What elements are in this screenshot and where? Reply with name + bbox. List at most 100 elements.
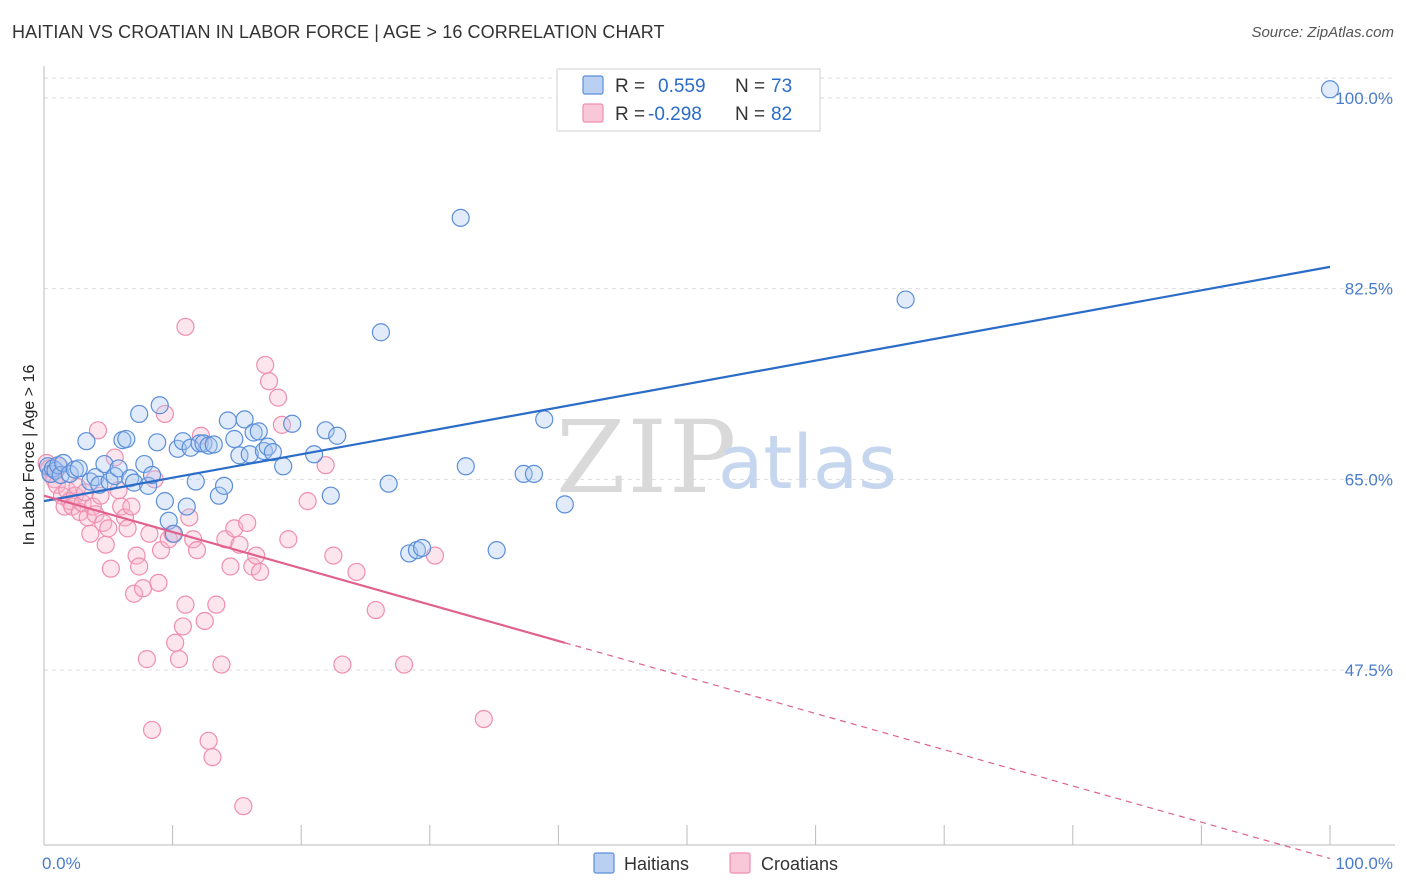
bottom-legend: Haitians Croatians — [593, 852, 838, 874]
croatians-point — [176, 595, 195, 614]
y-tick-label: 65.0% — [1345, 470, 1393, 489]
legend-croatians-n-label: N = — [735, 104, 765, 125]
croatians-point — [256, 355, 275, 375]
haitians-point — [77, 432, 96, 451]
croatians-point — [173, 617, 192, 636]
grid — [44, 77, 1395, 671]
croatians-point — [316, 456, 335, 475]
legend-croatians-swatch — [582, 103, 604, 123]
y-tick-label: 82.5% — [1345, 280, 1393, 299]
croatians-point — [207, 595, 226, 614]
x-tick-label: 100.0% — [1335, 854, 1393, 873]
croatians-trend-line — [43, 494, 566, 644]
haitians-point — [249, 422, 268, 441]
haitians-point — [214, 476, 234, 495]
haitians-point — [328, 426, 347, 445]
haitians-point — [117, 429, 136, 449]
legend-haitians-swatch — [582, 75, 604, 95]
legend-croatians-n-value: 82 — [771, 104, 792, 125]
croatians-point — [187, 541, 207, 560]
y-tick-labels: 47.5% 65.0% 82.5% 100.0% — [1335, 89, 1393, 680]
haitians-point — [487, 541, 506, 560]
haitians-point — [304, 445, 324, 464]
croatians-point — [105, 448, 124, 467]
legend-haitians-n-value: 73 — [771, 76, 792, 97]
bottom-legend-haitians-label: Haitians — [624, 854, 689, 874]
haitians-point — [142, 465, 162, 485]
y-tick-label: 47.5% — [1345, 661, 1393, 680]
haitians-point — [109, 459, 128, 478]
haitians-point — [148, 433, 167, 452]
croatians-point — [394, 655, 414, 674]
croatians-point — [133, 579, 153, 598]
haitians-point — [412, 538, 432, 558]
croatians-point — [234, 797, 253, 816]
croatians-point — [169, 650, 189, 669]
croatians-point — [112, 497, 131, 516]
haitians-point — [1320, 80, 1340, 99]
croatians-point — [127, 546, 146, 565]
y-tick-label: 100.0% — [1335, 89, 1393, 108]
legend-croatians-r-label: R = — [615, 104, 645, 125]
haitians-point — [379, 474, 398, 493]
haitians-point — [95, 454, 114, 474]
haitians-point — [235, 410, 254, 429]
croatians-point — [268, 388, 288, 407]
croatians-point — [101, 559, 120, 578]
croatians-point — [176, 317, 195, 336]
haitians-point — [321, 486, 340, 505]
y-axis-label: In Labor Force | Age > 16 — [21, 365, 38, 546]
croatians-point — [142, 720, 162, 740]
croatians-point — [324, 546, 343, 565]
haitians-point — [896, 290, 915, 309]
haitians-point — [535, 410, 554, 429]
legend-haitians-r-label: R = — [615, 76, 645, 97]
watermark: ZIP atlas — [556, 399, 897, 516]
haitians-point — [514, 464, 533, 483]
haitians-point — [150, 396, 169, 415]
haitians-point — [258, 437, 277, 456]
haitians-point — [451, 208, 470, 227]
haitians-point — [263, 442, 283, 462]
croatians-point — [96, 535, 115, 554]
croatians-trend-extension — [564, 642, 1331, 860]
legend-haitians-n-label: N = — [735, 76, 765, 97]
bottom-legend-croatians-label: Croatians — [761, 854, 838, 874]
haitians-point — [371, 323, 391, 342]
croatians-point — [149, 573, 168, 592]
croatians-point — [250, 562, 270, 582]
croatians-point — [259, 372, 279, 391]
croatians-point — [238, 513, 257, 533]
haitians-points — [38, 80, 1340, 563]
haitians-point — [209, 486, 228, 505]
croatians-point — [118, 519, 137, 538]
haitians-point — [274, 457, 293, 476]
croatians-point — [212, 655, 231, 674]
bottom-legend-haitians-swatch — [593, 852, 615, 874]
x-tick-label: 0.0% — [42, 854, 81, 873]
haitians-point — [555, 495, 574, 514]
croatians-point — [203, 748, 222, 767]
croatians-point — [279, 530, 298, 549]
haitians-trend-line — [43, 265, 1331, 503]
croatians-point — [195, 611, 214, 631]
legend-haitians-r-value: 0.559 — [658, 76, 706, 97]
haitians-point — [524, 464, 544, 483]
croatians-point — [137, 650, 156, 669]
croatians-point — [124, 584, 144, 603]
legend-croatians-r-value: -0.298 — [648, 104, 702, 125]
haitians-point — [204, 435, 223, 454]
croatians-point — [221, 557, 240, 576]
haitians-point — [316, 421, 335, 440]
croatians-point — [199, 731, 218, 750]
croatians-point — [180, 508, 199, 527]
croatians-point — [298, 492, 317, 511]
croatians-point — [81, 524, 100, 543]
croatians-point — [366, 600, 385, 620]
watermark-atlas: atlas — [718, 420, 897, 506]
haitians-point — [456, 457, 475, 476]
croatians-point — [347, 562, 366, 582]
croatians-point — [155, 404, 174, 424]
croatians-point — [94, 513, 113, 533]
